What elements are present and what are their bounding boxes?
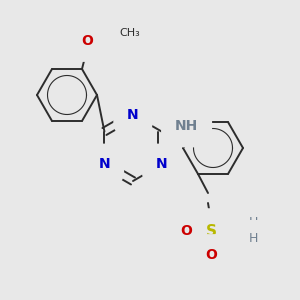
Text: N: N xyxy=(99,158,110,172)
Text: H: H xyxy=(248,232,258,245)
Text: N: N xyxy=(235,224,247,238)
Text: CH₃: CH₃ xyxy=(119,28,140,38)
Text: S: S xyxy=(206,224,217,238)
Text: O: O xyxy=(81,34,93,48)
Text: H: H xyxy=(248,217,258,230)
Text: N: N xyxy=(127,108,139,122)
Text: O: O xyxy=(205,248,217,262)
Text: N: N xyxy=(156,158,167,172)
Text: O: O xyxy=(180,224,192,238)
Text: NH: NH xyxy=(175,119,198,134)
